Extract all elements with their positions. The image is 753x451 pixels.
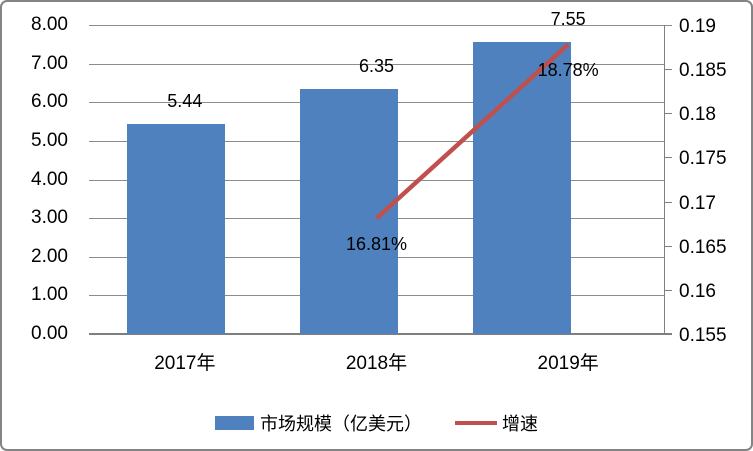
right-y-tick-label: 0.16 — [679, 280, 716, 302]
right-axis-tick — [664, 289, 672, 291]
legend-item-market-size: 市场规模（亿美元） — [215, 410, 422, 436]
gridline — [89, 25, 672, 26]
legend-label-growth: 增速 — [502, 414, 538, 434]
bar-value-label: 7.55 — [550, 9, 586, 30]
x-axis-line — [89, 333, 672, 335]
line-swatch-icon — [455, 421, 497, 425]
right-y-tick-label: 0.185 — [679, 60, 727, 82]
legend: 市场规模（亿美元） 增速 — [2, 410, 751, 436]
right-axis-tick — [664, 113, 672, 115]
right-y-tick-label: 0.165 — [679, 236, 727, 258]
bar-2019年 — [473, 42, 572, 334]
right-y-tick-label: 0.17 — [679, 192, 716, 214]
x-tick-label: 2018年 — [345, 353, 408, 374]
right-axis-line — [664, 25, 665, 334]
legend-label-market-size: 市场规模（亿美元） — [260, 414, 422, 434]
bar-swatch-icon — [215, 416, 254, 430]
right-y-tick-label: 0.175 — [679, 148, 727, 170]
left-y-tick-label: 2.00 — [31, 245, 68, 267]
growth-value-label: 18.78% — [537, 60, 599, 81]
left-y-tick-label: 5.00 — [31, 129, 68, 151]
right-axis-tick — [664, 245, 672, 247]
bar-2018年 — [299, 88, 398, 334]
right-y-tick-label: 0.19 — [679, 16, 716, 37]
right-y-tick-label: 0.155 — [679, 325, 727, 346]
bar-2017年 — [126, 123, 225, 334]
right-axis-tick — [664, 69, 672, 71]
bar-value-label: 5.44 — [167, 90, 203, 111]
right-axis-tick — [664, 157, 672, 159]
left-y-tick-label: 3.00 — [31, 207, 68, 229]
right-axis-tick — [664, 201, 672, 203]
left-y-tick-label: 0.00 — [31, 323, 68, 344]
bar-value-label: 6.35 — [358, 55, 395, 76]
left-y-tick-label: 8.00 — [31, 14, 68, 35]
x-tick-label: 2017年 — [154, 353, 216, 374]
left-y-tick-label: 4.00 — [31, 168, 68, 190]
left-y-tick-label: 7.00 — [31, 52, 68, 74]
left-y-tick-label: 6.00 — [31, 91, 68, 113]
right-y-tick-label: 0.18 — [679, 104, 716, 126]
legend-item-growth: 增速 — [455, 410, 538, 436]
x-tick-label: 2019年 — [537, 353, 599, 374]
left-y-tick-label: 1.00 — [31, 284, 68, 306]
growth-value-label: 16.81% — [345, 234, 408, 255]
plot-area — [89, 25, 672, 335]
